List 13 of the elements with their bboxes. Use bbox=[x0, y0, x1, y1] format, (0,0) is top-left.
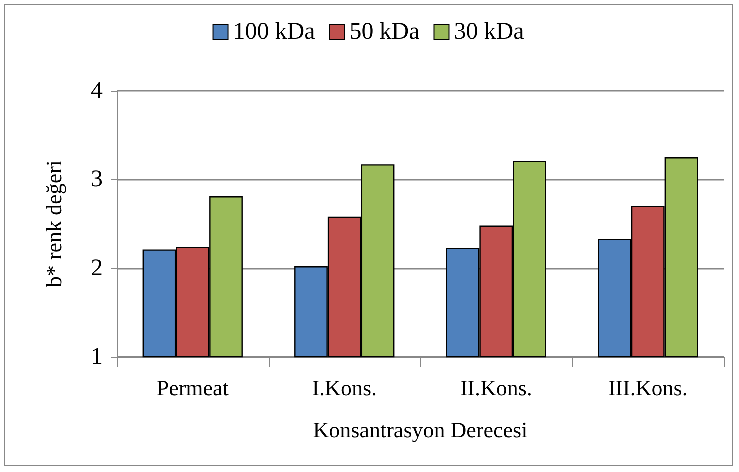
y-tick-label: 4 bbox=[91, 78, 103, 104]
y-tick-label: 2 bbox=[91, 255, 103, 282]
y-tick-label: 3 bbox=[91, 166, 103, 193]
x-tick-label: I.Kons. bbox=[312, 376, 378, 400]
legend-label: 100 kDa bbox=[233, 19, 316, 45]
legend-label: 50 kDa bbox=[350, 19, 420, 45]
x-tick-label: Permeat bbox=[156, 376, 229, 400]
y-tick-label: 1 bbox=[91, 344, 103, 370]
x-axis-title: Konsantrasyon Derecesi bbox=[313, 418, 528, 442]
legend-label: 30 kDa bbox=[454, 19, 525, 45]
x-tick-label: II.Kons. bbox=[460, 376, 532, 400]
y-axis-title: b* renk değeri bbox=[42, 160, 66, 288]
x-tick-label: III.Kons. bbox=[608, 376, 688, 400]
